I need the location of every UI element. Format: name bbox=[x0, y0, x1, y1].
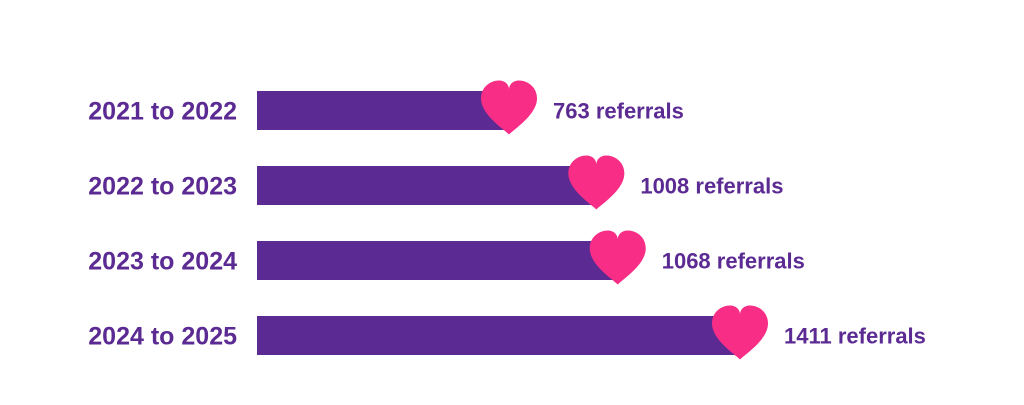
heart-icon bbox=[568, 155, 625, 210]
bar bbox=[257, 91, 509, 130]
bar-row: 2023 to 2024 1068 referrals bbox=[88, 230, 805, 285]
bar bbox=[257, 166, 597, 205]
value-label: 1008 referrals bbox=[640, 174, 783, 199]
category-label: 2023 to 2024 bbox=[88, 248, 237, 276]
value-label: 1411 referrals bbox=[784, 324, 926, 349]
heart-icon bbox=[712, 305, 768, 360]
category-label: 2022 to 2023 bbox=[88, 173, 237, 201]
bar bbox=[257, 316, 740, 355]
value-label: 763 referrals bbox=[553, 99, 684, 124]
value-label: 1068 referrals bbox=[662, 249, 805, 274]
bar bbox=[257, 241, 618, 280]
heart-icon bbox=[481, 80, 537, 135]
bar-row: 2024 to 2025 1411 referrals bbox=[88, 305, 926, 360]
bars-layer: 2021 to 2022 763 referrals 2022 to 2023 100… bbox=[88, 80, 926, 360]
category-label: 2021 to 2022 bbox=[88, 98, 237, 126]
bar-row: 2022 to 2023 1008 referrals bbox=[88, 155, 783, 210]
heart-icon bbox=[589, 230, 646, 285]
category-label: 2024 to 2025 bbox=[88, 323, 237, 351]
bar-row: 2021 to 2022 763 referrals bbox=[88, 80, 684, 135]
